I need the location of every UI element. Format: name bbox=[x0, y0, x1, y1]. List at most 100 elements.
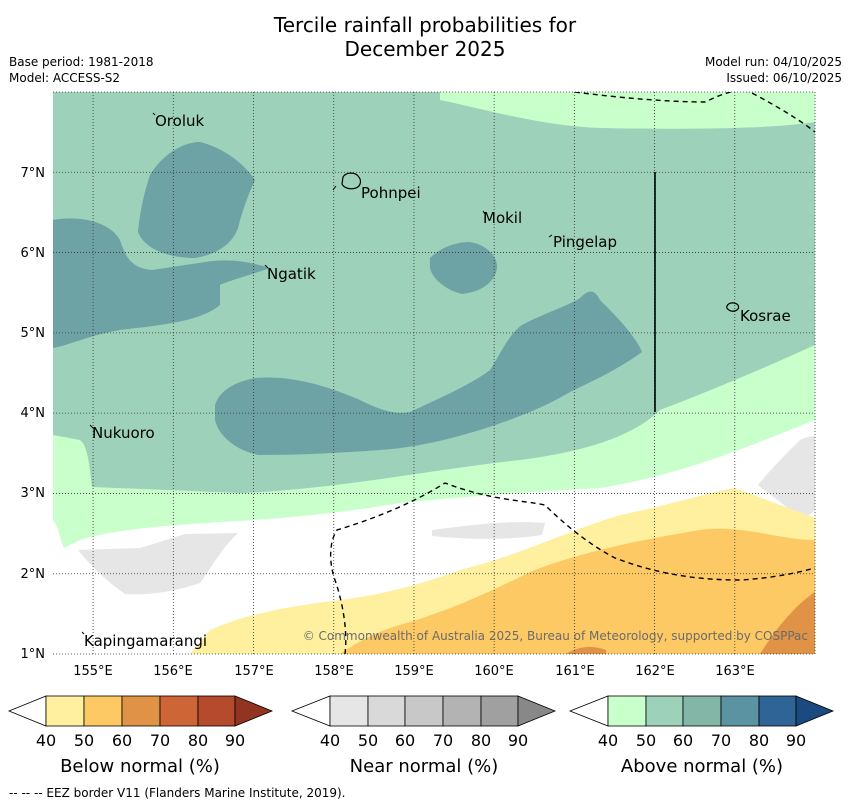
oroluk-marker bbox=[152, 112, 156, 116]
latitude-axis: 1°N 2°N 3°N 4°N 5°N 6°N 7°N bbox=[21, 166, 46, 662]
colorbar-below-normal-title: Below normal (%) bbox=[60, 756, 220, 777]
below-normal-60-70-field-south bbox=[566, 647, 606, 654]
lat-tick-3: 3°N bbox=[21, 486, 46, 501]
above-normal-60-70-patch-west bbox=[53, 218, 270, 348]
lon-tick-160: 160°E bbox=[474, 664, 514, 679]
probability-fields bbox=[53, 92, 815, 654]
lon-tick-161: 161°E bbox=[555, 664, 595, 679]
atoll-markers bbox=[81, 112, 553, 635]
colorbar-above-normal-label-60: 60 bbox=[673, 731, 693, 750]
above-normal-60-70-patch-north bbox=[138, 142, 255, 258]
lat-tick-6: 6°N bbox=[21, 246, 46, 261]
eez-borders bbox=[330, 92, 815, 654]
place-label-kapingamarangi: Kapingamarangi bbox=[84, 632, 207, 650]
below-normal-60-70-field-east bbox=[760, 592, 815, 654]
lon-tick-162: 162°E bbox=[635, 664, 675, 679]
eez-footnote: -- -- -- EEZ border V11 (Flanders Marine… bbox=[9, 786, 346, 800]
lon-tick-158: 158°E bbox=[314, 664, 354, 679]
colorbar-above-normal-label-50: 50 bbox=[636, 731, 656, 750]
nukuoro-marker bbox=[89, 424, 94, 429]
colorbar-near-normal-swatch-5 bbox=[480, 695, 519, 727]
place-label-pohnpei: Pohnpei bbox=[361, 184, 421, 202]
near-normal-patch-east bbox=[758, 436, 815, 518]
lat-tick-1: 1°N bbox=[21, 647, 46, 662]
lat-tick-5: 5°N bbox=[21, 326, 46, 341]
colorbar-near-normal-label-40: 40 bbox=[320, 731, 340, 750]
colorbar-near-normal-swatch-1 bbox=[329, 695, 369, 727]
map-title-line2: December 2025 bbox=[344, 37, 506, 61]
colorbar-below-normal: 40 50 60 70 80 90 Below normal (%) bbox=[7, 695, 274, 777]
lon-tick-163: 163°E bbox=[715, 664, 755, 679]
map-panel: Oroluk Pohnpei Mokil Pingelap Ngatik Kos… bbox=[21, 91, 816, 679]
kapingamarangi-marker bbox=[81, 631, 85, 635]
colorbar-near-normal-swatch-3 bbox=[404, 695, 444, 727]
colorbar-near-normal-label-80: 80 bbox=[471, 731, 491, 750]
colorbar-below-normal-label-80: 80 bbox=[188, 731, 208, 750]
near-normal-patch-central bbox=[432, 522, 545, 539]
map-copyright: © Commonwealth of Australia 2025, Bureau… bbox=[303, 629, 808, 643]
lat-tick-7: 7°N bbox=[21, 166, 46, 181]
lon-tick-157: 157°E bbox=[234, 664, 274, 679]
colorbar-below-normal-low-arrow bbox=[7, 695, 47, 727]
colorbar-near-normal-title: Near normal (%) bbox=[350, 756, 499, 777]
longitude-axis: 155°E 156°E 157°E 158°E 159°E 160°E 161°… bbox=[73, 664, 755, 679]
below-normal-50-60-field bbox=[340, 528, 815, 654]
colorbar-legends: 40 50 60 70 80 90 Below normal (%) 40 50… bbox=[7, 695, 835, 777]
colorbar-above-normal-title: Above normal (%) bbox=[621, 756, 783, 777]
mokil-marker bbox=[482, 210, 486, 215]
colorbar-above-normal: 40 50 60 70 80 90 Above normal (%) bbox=[568, 695, 835, 777]
place-label-pingelap: Pingelap bbox=[553, 233, 617, 251]
model-name: Model: ACCESS-S2 bbox=[9, 71, 121, 85]
ngatik-marker bbox=[264, 264, 269, 269]
colorbar-below-normal-swatch-1 bbox=[45, 695, 85, 727]
colorbar-below-normal-swatch-3 bbox=[121, 695, 161, 727]
colorbar-below-normal-swatch-4 bbox=[159, 695, 199, 727]
colorbar-below-normal-label-40: 40 bbox=[36, 731, 56, 750]
colorbar-above-normal-label-80: 80 bbox=[749, 731, 769, 750]
base-period: Base period: 1981-2018 bbox=[9, 55, 154, 69]
colorbar-near-normal-swatch-2 bbox=[367, 695, 406, 727]
eez-border-south bbox=[330, 482, 815, 654]
place-label-ngatik: Ngatik bbox=[267, 265, 316, 283]
issued-date: Issued: 06/10/2025 bbox=[726, 71, 842, 85]
pingelap-marker bbox=[548, 234, 553, 238]
near-normal-patch-west bbox=[78, 533, 238, 595]
colorbar-near-normal-label-90: 90 bbox=[508, 731, 528, 750]
model-run: Model run: 04/10/2025 bbox=[704, 55, 842, 69]
colorbar-near-normal-label-50: 50 bbox=[358, 731, 378, 750]
colorbar-below-normal-swatch-2 bbox=[83, 695, 123, 727]
colorbar-below-normal-label-90: 90 bbox=[225, 731, 245, 750]
place-label-oroluk: Oroluk bbox=[155, 112, 204, 130]
lat-tick-4: 4°N bbox=[21, 406, 46, 421]
colorbar-near-normal: 40 50 60 70 80 90 Near normal (%) bbox=[290, 695, 557, 777]
colorbar-above-normal-label-70: 70 bbox=[711, 731, 731, 750]
colorbar-above-normal-low-arrow bbox=[568, 695, 609, 727]
above-normal-60-70-patch-central bbox=[215, 291, 642, 455]
colorbar-near-normal-high-arrow bbox=[517, 695, 557, 727]
colorbar-below-normal-swatch-5 bbox=[197, 695, 236, 727]
eez-border-north bbox=[574, 92, 815, 133]
colorbar-near-normal-label-60: 60 bbox=[395, 731, 415, 750]
colorbar-below-normal-label-70: 70 bbox=[150, 731, 170, 750]
graticule bbox=[53, 91, 816, 655]
pohnpei-island-outline bbox=[341, 172, 362, 190]
place-labels: Oroluk Pohnpei Mokil Pingelap Ngatik Kos… bbox=[84, 112, 791, 650]
colorbar-above-normal-label-90: 90 bbox=[786, 731, 806, 750]
lon-tick-156: 156°E bbox=[153, 664, 193, 679]
map-title-line1: Tercile rainfall probabilities for bbox=[273, 13, 577, 37]
place-label-mokil: Mokil bbox=[483, 209, 522, 227]
colorbar-near-normal-swatch-4 bbox=[442, 695, 482, 727]
colorbar-above-normal-swatch-5 bbox=[758, 695, 797, 727]
colorbar-above-normal-swatch-3 bbox=[682, 695, 722, 727]
lon-tick-155: 155°E bbox=[73, 664, 113, 679]
colorbar-above-normal-swatch-2 bbox=[645, 695, 684, 727]
colorbar-above-normal-swatch-1 bbox=[607, 695, 647, 727]
place-label-kosrae: Kosrae bbox=[740, 307, 791, 325]
colorbar-near-normal-label-70: 70 bbox=[433, 731, 453, 750]
ant-atoll-mark bbox=[332, 185, 337, 191]
lon-tick-159: 159°E bbox=[394, 664, 434, 679]
colorbar-above-normal-label-40: 40 bbox=[598, 731, 618, 750]
colorbar-near-normal-low-arrow bbox=[290, 695, 331, 727]
kosrae-island-outline bbox=[726, 302, 740, 312]
above-normal-40-50-north bbox=[440, 92, 815, 129]
